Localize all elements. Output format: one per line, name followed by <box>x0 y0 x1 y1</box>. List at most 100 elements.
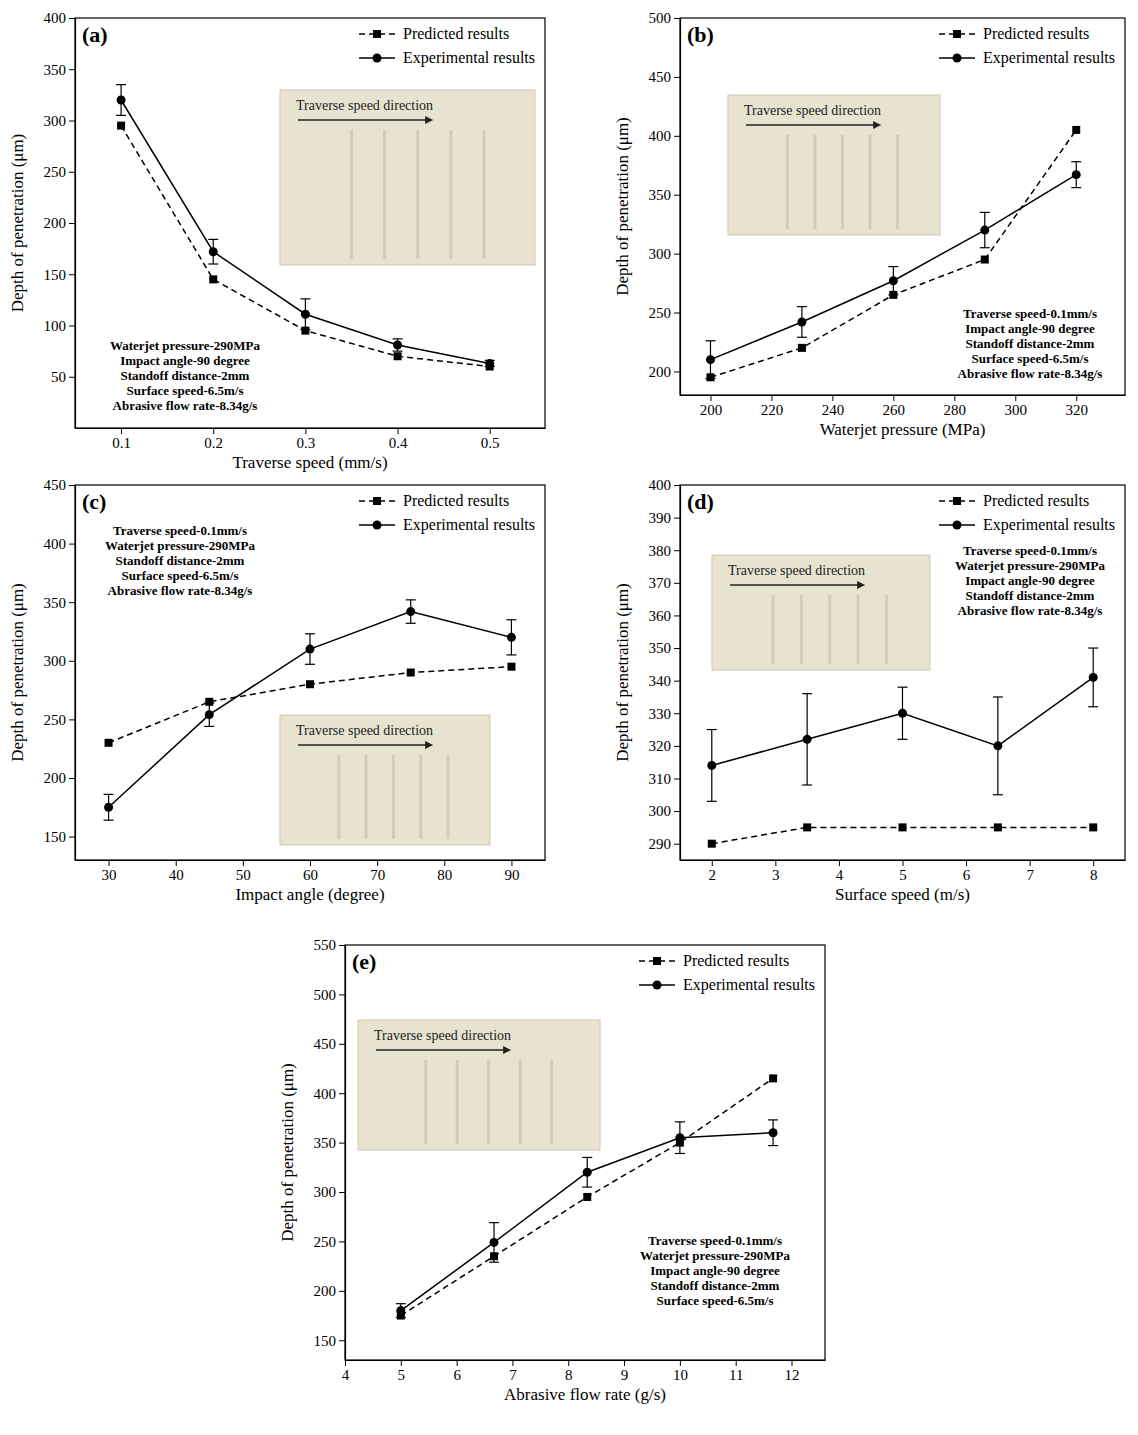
y-tick: 150 <box>44 267 76 283</box>
legend-entry: Experimental results <box>359 516 535 534</box>
inset-groove <box>519 1060 522 1144</box>
x-tick-mark <box>775 860 776 866</box>
x-tick: 60 <box>303 860 318 883</box>
y-tick: 330 <box>649 706 681 722</box>
y-tick-label: 500 <box>649 10 672 26</box>
legend-entry: Experimental results <box>939 49 1115 67</box>
inset-caption: Traverse speed direction <box>728 563 865 578</box>
x-tick-mark <box>903 860 904 866</box>
plot-frame <box>345 945 825 1360</box>
error-bar <box>489 1223 499 1263</box>
x-tick-label: 6 <box>963 867 971 883</box>
legend-entry: Experimental results <box>639 976 815 994</box>
y-tick-label: 250 <box>44 164 67 180</box>
y-tick: 300 <box>314 1184 346 1200</box>
y-tick-mark <box>674 518 680 519</box>
y-tick-mark <box>69 661 75 662</box>
x-tick: 40 <box>169 860 184 883</box>
y-tick-mark <box>674 713 680 714</box>
series-line <box>712 677 1093 765</box>
inset-groove <box>813 135 816 229</box>
error-bar-cap <box>1088 647 1098 648</box>
y-tick-mark <box>69 377 75 378</box>
series-marker <box>1089 673 1098 682</box>
y-tick: 300 <box>44 113 76 129</box>
condition-annotation: Surface speed-6.5m/s <box>122 568 239 583</box>
y-tick: 250 <box>44 712 76 728</box>
y-tick-mark <box>69 223 75 224</box>
y-tick-label: 400 <box>44 10 67 26</box>
panel-letter: (a) <box>82 22 108 47</box>
x-tick: 7 <box>509 1360 517 1383</box>
y-tick: 200 <box>44 215 76 231</box>
series-marker <box>117 96 126 105</box>
y-tick-mark <box>674 746 680 747</box>
inset-groove <box>424 1060 427 1144</box>
legend-label: Predicted results <box>403 492 509 509</box>
error-bar-cap <box>104 794 114 795</box>
error-bar-cap <box>116 84 126 85</box>
series-marker <box>1072 126 1080 134</box>
series-marker <box>1072 170 1081 179</box>
y-tick: 150 <box>314 1333 346 1349</box>
x-tick: 220 <box>761 395 784 418</box>
error-bar <box>705 341 715 379</box>
panel: Traverse speed direction2345678290300310… <box>613 477 1126 904</box>
condition-annotation: Traverse speed-0.1mm/s <box>963 543 1097 558</box>
inset-groove <box>447 755 450 839</box>
x-tick-mark <box>377 860 378 866</box>
y-tick-label: 400 <box>44 536 67 552</box>
condition-annotation: Traverse speed-0.1mm/s <box>113 523 247 538</box>
x-tick-mark <box>624 1360 625 1366</box>
x-tick: 6 <box>963 860 971 883</box>
x-tick: 280 <box>944 395 967 418</box>
inset-arrow <box>298 119 427 121</box>
y-tick: 290 <box>649 836 681 852</box>
y-tick: 350 <box>44 594 76 610</box>
legend-marker <box>953 521 962 530</box>
y-tick-label: 350 <box>649 187 672 203</box>
x-tick: 0.5 <box>481 428 500 451</box>
x-tick: 11 <box>729 1360 743 1383</box>
series-marker <box>708 840 716 848</box>
y-axis-title: Depth of penetration (μm) <box>278 1063 297 1242</box>
y-tick-label: 350 <box>44 594 67 610</box>
series-marker <box>301 310 310 319</box>
error-bar-cap <box>208 263 218 264</box>
x-tick-mark <box>398 428 399 434</box>
legend-marker <box>373 30 381 38</box>
series-marker <box>769 1074 777 1082</box>
x-tick: 8 <box>565 1360 573 1383</box>
y-tick-label: 500 <box>314 987 337 1003</box>
error-bar <box>675 1122 685 1154</box>
inset-arrow <box>298 744 427 746</box>
x-tick: 10 <box>673 1360 688 1383</box>
condition-annotation: Standoff distance-2mm <box>651 1278 780 1293</box>
legend: Predicted results Experimental results <box>359 492 535 534</box>
inset-arrow-head <box>873 121 881 129</box>
y-tick-mark <box>69 326 75 327</box>
y-tick-label: 450 <box>314 1036 337 1052</box>
inset-groove <box>419 755 422 839</box>
y-tick-mark <box>339 1093 345 1094</box>
inset-groove <box>786 135 789 229</box>
condition-annotation: Surface speed-6.5m/s <box>972 351 1089 366</box>
x-tick: 7 <box>1026 860 1034 883</box>
y-tick: 50 <box>51 369 75 385</box>
inset-groove <box>383 130 386 259</box>
y-tick-mark <box>69 485 75 486</box>
error-bar <box>104 794 114 820</box>
y-tick-label: 450 <box>649 69 672 85</box>
series-marker <box>994 823 1002 831</box>
series-marker <box>797 317 806 326</box>
error-bar-cap <box>396 1317 406 1318</box>
x-tick-label: 60 <box>303 867 318 883</box>
x-tick-label: 5 <box>398 1367 406 1383</box>
legend: Predicted resultsExperimental results <box>939 492 1115 534</box>
x-tick-mark <box>792 1360 793 1366</box>
y-tick-label: 350 <box>314 1135 337 1151</box>
y-tick: 400 <box>44 10 76 26</box>
y-tick-label: 300 <box>649 246 672 262</box>
y-tick-mark <box>674 844 680 845</box>
plot-area <box>707 648 1098 848</box>
